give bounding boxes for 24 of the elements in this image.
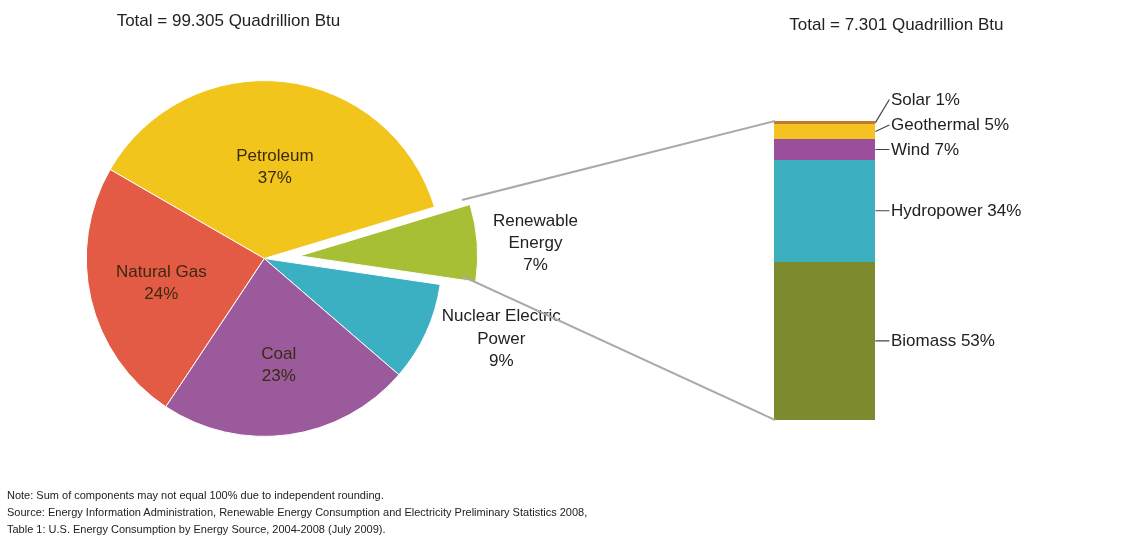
data-label: Hydropower 34%	[891, 201, 1022, 220]
bar	[773, 121, 876, 125]
data-label: Wind 7%	[891, 140, 960, 159]
bar	[773, 261, 876, 420]
bar	[773, 124, 876, 140]
data-label: 7%	[523, 255, 548, 275]
source-note: Source: Energy Information Administration, Renewable Energy Consumption and Electricity Preliminary Statistics 2008,	[7, 506, 588, 518]
data-label: Geothermal 5%	[891, 115, 1010, 134]
slice-label: Coal	[261, 344, 297, 364]
data-label: 9%	[489, 350, 514, 370]
bar	[773, 159, 876, 262]
caption: Table 1: U.S. Energy Consumption by Energy Source, 2004-2008 (July 2009).	[7, 523, 386, 535]
text: Note: Sum of components may not equal 100% due to independent rounding.	[7, 489, 384, 501]
slice-label: Renewable Energy	[492, 211, 578, 253]
data-label: 24%	[144, 284, 179, 304]
slice-label: Natural Gas	[116, 262, 207, 282]
chart-title: Total = 7.301 Quadrillion Btu	[789, 14, 1004, 34]
bar	[773, 139, 876, 160]
data-label: 23%	[261, 366, 296, 386]
data-label: 37%	[257, 167, 292, 187]
data-label: Biomass 53%	[891, 331, 995, 350]
data-label: Solar 1%	[891, 90, 960, 109]
chart-title: Total = 99.305 Quadrillion Btu	[116, 10, 341, 30]
slice-label: Petroleum	[236, 145, 314, 165]
